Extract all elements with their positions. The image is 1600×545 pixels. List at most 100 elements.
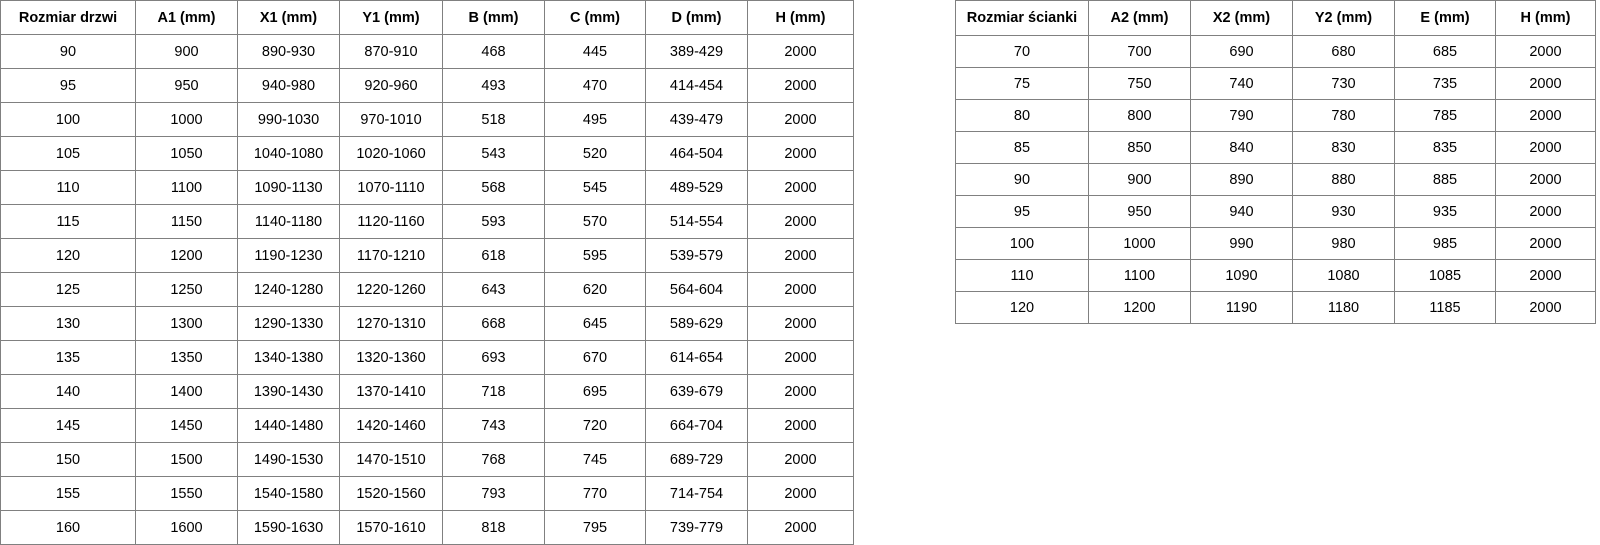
table-cell: 700 [1088, 35, 1191, 68]
table-cell: 1085 [1394, 259, 1496, 292]
table-row: 95 950 940 930 935 2000 [955, 195, 1596, 228]
table-cell: 680 [1292, 35, 1395, 68]
table-cell: 1070-1110 [339, 170, 443, 205]
table-cell: 930 [1292, 195, 1395, 228]
table-cell: 735 [1394, 67, 1496, 100]
table-cell: 1040-1080 [237, 136, 340, 171]
table-row: 110 1100 1090 1080 1085 2000 [955, 259, 1596, 292]
table-cell: 1550 [135, 476, 238, 511]
table-cell: 1240-1280 [237, 272, 340, 307]
wall-size-cell: 75 [955, 67, 1089, 100]
table-cell: 689-729 [645, 442, 748, 477]
table-cell: 785 [1394, 99, 1496, 132]
table-cell: 2000 [1495, 227, 1596, 260]
table-cell: 693 [442, 340, 545, 375]
door-column-header: C (mm) [544, 0, 646, 35]
table-cell: 1300 [135, 306, 238, 341]
table-cell: 730 [1292, 67, 1395, 100]
table-row: 155 1550 1540-1580 1520-1560 793 770 714-754 20… [0, 476, 854, 511]
table-cell: 520 [544, 136, 646, 171]
table-cell: 439-479 [645, 102, 748, 137]
table-cell: 568 [442, 170, 545, 205]
door-table-header-row: Rozmiar drzwi A1 (mm) X1 (mm) Y1 (mm) B (mm)… [0, 0, 854, 35]
wall-size-cell: 110 [955, 259, 1089, 292]
table-cell: 1440-1480 [237, 408, 340, 443]
wall-size-cell: 90 [955, 163, 1089, 196]
wall-column-header: E (mm) [1394, 0, 1496, 36]
door-size-cell: 125 [0, 272, 136, 307]
table-cell: 1590-1630 [237, 510, 340, 545]
table-cell: 935 [1394, 195, 1496, 228]
table-cell: 643 [442, 272, 545, 307]
table-cell: 695 [544, 374, 646, 409]
table-row: 75 750 740 730 735 2000 [955, 67, 1596, 100]
table-row: 135 1350 1340-1380 1320-1360 693 670 614-654 20… [0, 340, 854, 375]
table-row: 140 1400 1390-1430 1370-1410 718 695 639-679 20… [0, 374, 854, 409]
wall-size-cell: 100 [955, 227, 1089, 260]
table-row: 85 850 840 830 835 2000 [955, 131, 1596, 164]
table-cell: 2000 [1495, 259, 1596, 292]
door-size-cell: 115 [0, 204, 136, 239]
table-cell: 1350 [135, 340, 238, 375]
wall-column-header: H (mm) [1495, 0, 1596, 36]
table-cell: 1000 [135, 102, 238, 137]
table-cell: 518 [442, 102, 545, 137]
table-cell: 745 [544, 442, 646, 477]
table-row: 120 1200 1190-1230 1170-1210 618 595 539-579 20… [0, 238, 854, 273]
table-cell: 2000 [747, 408, 854, 443]
door-size-cell: 160 [0, 510, 136, 545]
table-cell: 1185 [1394, 291, 1496, 324]
wall-table-header: Rozmiar ścianki A2 (mm) X2 (mm) Y2 (mm) E (m… [955, 0, 1596, 36]
wall-table-body: 70 700 690 680 685 2000 75 750 740 730 735 2000 80 80… [955, 35, 1596, 324]
table-cell: 2000 [747, 136, 854, 171]
table-cell: 990 [1190, 227, 1293, 260]
table-cell: 685 [1394, 35, 1496, 68]
table-cell: 493 [442, 68, 545, 103]
table-cell: 1000 [1088, 227, 1191, 260]
table-cell: 870-910 [339, 34, 443, 69]
door-column-header: Rozmiar drzwi [0, 0, 136, 35]
door-column-header: D (mm) [645, 0, 748, 35]
table-cell: 690 [1190, 35, 1293, 68]
table-cell: 2000 [1495, 67, 1596, 100]
table-cell: 1220-1260 [339, 272, 443, 307]
table-cell: 2000 [1495, 291, 1596, 324]
table-cell: 1090-1130 [237, 170, 340, 205]
door-size-cell: 130 [0, 306, 136, 341]
table-cell: 1600 [135, 510, 238, 545]
table-cell: 793 [442, 476, 545, 511]
table-row: 100 1000 990 980 985 2000 [955, 227, 1596, 260]
table-cell: 770 [544, 476, 646, 511]
table-cell: 2000 [1495, 163, 1596, 196]
table-cell: 1250 [135, 272, 238, 307]
table-row: 70 700 690 680 685 2000 [955, 35, 1596, 68]
table-cell: 768 [442, 442, 545, 477]
table-cell: 1090 [1190, 259, 1293, 292]
table-row: 150 1500 1490-1530 1470-1510 768 745 689-729 20… [0, 442, 854, 477]
table-cell: 2000 [1495, 195, 1596, 228]
table-cell: 495 [544, 102, 646, 137]
table-cell: 739-779 [645, 510, 748, 545]
table-cell: 2000 [1495, 35, 1596, 68]
door-size-specification-table: Rozmiar drzwi A1 (mm) X1 (mm) Y1 (mm) B (mm)… [0, 0, 854, 545]
table-row: 90 900 890 880 885 2000 [955, 163, 1596, 196]
table-cell: 595 [544, 238, 646, 273]
table-cell: 1370-1410 [339, 374, 443, 409]
table-row: 115 1150 1140-1180 1120-1160 593 570 514-554 20… [0, 204, 854, 239]
table-row: 145 1450 1440-1480 1420-1460 743 720 664-704 20… [0, 408, 854, 443]
table-cell: 1190-1230 [237, 238, 340, 273]
table-cell: 940 [1190, 195, 1293, 228]
table-cell: 2000 [1495, 99, 1596, 132]
table-cell: 1100 [135, 170, 238, 205]
table-cell: 950 [1088, 195, 1191, 228]
table-cell: 1140-1180 [237, 204, 340, 239]
door-size-cell: 95 [0, 68, 136, 103]
table-cell: 414-454 [645, 68, 748, 103]
table-cell: 2000 [1495, 131, 1596, 164]
table-cell: 1490-1530 [237, 442, 340, 477]
table-cell: 1420-1460 [339, 408, 443, 443]
table-cell: 1120-1160 [339, 204, 443, 239]
table-cell: 639-679 [645, 374, 748, 409]
wall-column-header: Rozmiar ścianki [955, 0, 1089, 36]
wall-size-cell: 120 [955, 291, 1089, 324]
